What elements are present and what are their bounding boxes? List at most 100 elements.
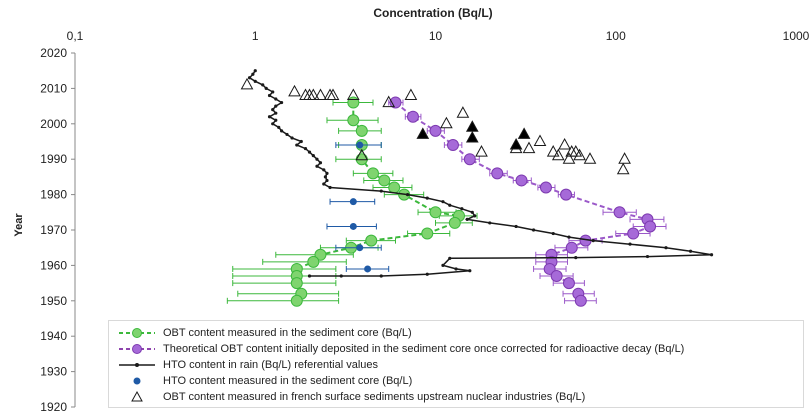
legend-purple-dashed-circle-icon <box>119 344 155 354</box>
data-point <box>425 196 429 200</box>
legend: OBT content measured in the sediment cor… <box>108 320 804 408</box>
data-point <box>364 265 372 273</box>
data-point <box>271 90 275 94</box>
data-point <box>307 150 312 154</box>
data-point <box>251 72 255 76</box>
data-point <box>274 111 278 115</box>
data-point <box>240 77 254 90</box>
data-point <box>366 167 379 180</box>
data-point <box>550 270 563 283</box>
legend-label: HTO content in rain (Bq/L) referential v… <box>163 359 379 371</box>
data-point <box>279 100 284 105</box>
data-point <box>446 139 459 152</box>
data-point <box>378 174 391 187</box>
y-tick-label: 1980 <box>40 188 67 202</box>
data-point <box>429 124 442 137</box>
data-point <box>421 227 434 240</box>
data-point <box>416 127 430 139</box>
data-point <box>448 256 452 260</box>
legend-item-french-sediments: OBT content measured in french surface s… <box>117 389 795 405</box>
legend-green-dashed-circle-icon <box>119 328 155 338</box>
data-point <box>473 214 477 218</box>
y-tick-label: 1990 <box>40 152 67 166</box>
data-point <box>567 235 571 239</box>
data-point <box>290 277 303 290</box>
data-point <box>591 239 595 243</box>
data-point <box>299 139 303 144</box>
series-line <box>248 70 712 277</box>
data-point <box>644 220 657 233</box>
data-point <box>326 88 340 100</box>
data-point <box>565 241 578 254</box>
data-point <box>295 143 299 147</box>
y-tick-label: 1950 <box>40 294 67 308</box>
data-point <box>616 162 630 175</box>
y-tick-label: 1930 <box>40 365 67 379</box>
data-point <box>441 200 445 204</box>
chart-title: Concentration (Bq/L) <box>373 6 492 20</box>
legend-black-line-dot-icon <box>119 363 155 367</box>
data-point <box>328 185 332 190</box>
y-tick-label: 2020 <box>40 46 67 60</box>
data-point <box>274 97 278 101</box>
data-point <box>347 114 360 127</box>
y-axis-label: Year <box>13 213 25 237</box>
data-point <box>627 227 640 240</box>
data-point <box>347 96 360 109</box>
data-point <box>271 108 275 112</box>
data-point <box>290 294 303 307</box>
data-point <box>349 222 357 230</box>
data-point <box>388 181 401 194</box>
x-tick-label: 0,1 <box>67 29 84 43</box>
data-point <box>509 137 523 150</box>
y-tick-label: 1970 <box>40 223 67 237</box>
data-point <box>463 153 476 166</box>
data-point <box>531 228 536 232</box>
data-point <box>543 262 556 275</box>
data-point <box>349 198 357 206</box>
data-point <box>475 145 488 157</box>
data-point <box>468 269 472 273</box>
series-3 <box>326 141 390 273</box>
data-point <box>574 256 578 260</box>
legend-item-hto-core: HTO content measured in the sediment cor… <box>117 373 795 389</box>
data-point <box>356 244 364 252</box>
legend-label: Theoretical OBT content initially deposi… <box>163 343 685 355</box>
data-point <box>355 124 368 137</box>
data-point <box>307 255 320 268</box>
data-point <box>628 242 632 246</box>
axes-group: 1920 1930 1940 1950 1960 1970 1980 1990 2000 2010… <box>40 29 809 414</box>
data-point <box>618 152 631 164</box>
legend-open-triangle-icon <box>131 390 143 402</box>
data-point <box>267 115 272 119</box>
data-point <box>267 93 272 98</box>
legend-item-theoretical-obt: Theoretical OBT content initially deposi… <box>117 341 795 357</box>
data-point <box>460 207 464 211</box>
legend-item-obt-core: OBT content measured in the sediment cor… <box>117 325 795 341</box>
y-tick-label: 1920 <box>40 400 67 414</box>
marks-group <box>226 69 714 307</box>
y-tick-label: 2000 <box>40 117 67 131</box>
data-point <box>583 152 597 164</box>
data-point <box>562 152 576 164</box>
data-point <box>533 134 547 146</box>
data-point <box>307 274 312 278</box>
x-tick-label: 1000 <box>783 29 810 43</box>
data-point <box>465 120 479 132</box>
x-tick-label: 100 <box>606 29 626 43</box>
data-point <box>465 130 479 143</box>
data-point <box>429 206 442 219</box>
data-point <box>470 210 474 214</box>
data-point <box>491 167 504 180</box>
data-point <box>311 154 315 158</box>
data-point <box>517 127 531 139</box>
legend-label: OBT content measured in the sediment cor… <box>163 327 412 339</box>
data-point <box>274 104 278 108</box>
data-point <box>562 277 575 290</box>
data-point <box>325 171 329 175</box>
data-point <box>514 224 518 229</box>
data-point <box>709 253 714 257</box>
data-point <box>558 137 571 150</box>
data-point <box>285 132 289 137</box>
